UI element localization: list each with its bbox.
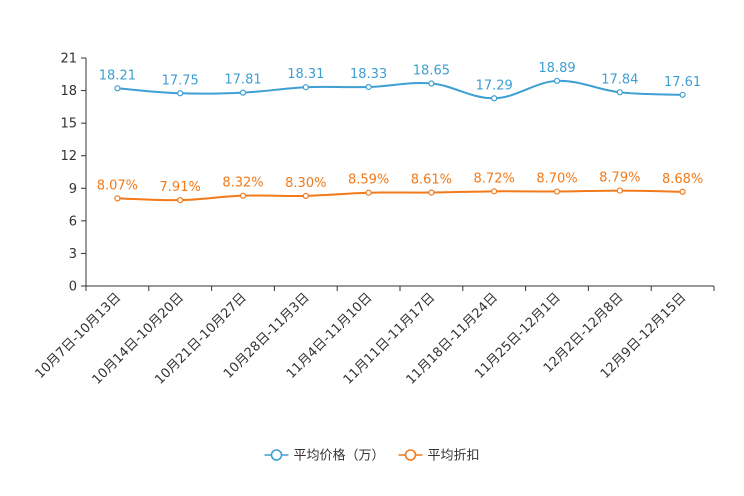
- data-point[interactable]: [679, 188, 686, 195]
- legend-label: 平均价格（万）: [294, 448, 385, 464]
- data-label: 8.59%: [348, 173, 389, 188]
- data-label: 17.29: [476, 78, 513, 93]
- legend-item-1[interactable]: 平均折扣: [398, 449, 480, 464]
- data-label: 7.91%: [160, 180, 201, 195]
- legend-item-0[interactable]: 平均价格（万）: [264, 448, 385, 464]
- data-label: 8.32%: [222, 176, 263, 191]
- data-label: 17.75: [162, 73, 199, 88]
- data-point[interactable]: [365, 189, 372, 196]
- y-tick-label: 6: [69, 214, 77, 229]
- y-tick-label: 3: [69, 247, 77, 262]
- legend-marker-icon: [404, 449, 417, 461]
- data-label: 8.61%: [411, 173, 452, 188]
- legend-marker-icon: [270, 449, 283, 461]
- series-line-0: [117, 79, 683, 100]
- data-label: 8.72%: [474, 171, 515, 186]
- data-point[interactable]: [177, 90, 184, 97]
- data-point[interactable]: [114, 85, 121, 92]
- legend-label: 平均折扣: [428, 449, 480, 464]
- data-point[interactable]: [428, 189, 435, 196]
- data-label: 17.81: [224, 73, 261, 88]
- data-point[interactable]: [302, 192, 309, 199]
- data-point[interactable]: [616, 187, 623, 194]
- data-point[interactable]: [679, 91, 686, 98]
- y-tick-label: 12: [60, 149, 77, 164]
- y-tick-label: 21: [60, 52, 77, 67]
- data-label: 17.61: [664, 75, 701, 90]
- data-point[interactable]: [239, 89, 247, 96]
- series-points: [114, 77, 686, 204]
- data-label: 8.07%: [97, 178, 138, 193]
- data-point[interactable]: [239, 192, 247, 199]
- data-labels: 18.21 17.75 17.81 18.31 18.33 18.65 17.29 18.89…: [97, 61, 704, 195]
- data-label: 18.33: [350, 67, 387, 82]
- data-label: 8.70%: [536, 172, 577, 187]
- data-point[interactable]: [616, 89, 623, 96]
- legend[interactable]: 平均价格（万） 平均折扣: [264, 448, 480, 464]
- data-point[interactable]: [553, 188, 561, 195]
- data-point[interactable]: [365, 83, 372, 91]
- y-tick-label: 9: [69, 182, 77, 197]
- data-point[interactable]: [553, 77, 561, 85]
- y-tick-label: 18: [60, 84, 77, 99]
- data-label: 18.89: [538, 61, 575, 76]
- data-label: 18.21: [99, 68, 136, 83]
- axes: 03691215182110月7日-10月13日10月14日-10月20日10月…: [33, 52, 715, 388]
- data-point[interactable]: [491, 188, 498, 195]
- data-label: 8.30%: [285, 176, 326, 191]
- data-label: 17.84: [601, 72, 638, 87]
- data-point[interactable]: [428, 80, 435, 87]
- data-point[interactable]: [491, 95, 498, 102]
- data-point[interactable]: [302, 84, 309, 91]
- data-label: 18.31: [287, 67, 324, 82]
- data-label: 8.68%: [662, 172, 703, 187]
- y-tick-label: 0: [69, 280, 77, 295]
- series-lines: [117, 79, 683, 202]
- data-point[interactable]: [114, 195, 121, 202]
- series-line-1: [117, 189, 683, 202]
- data-label: 18.65: [413, 64, 450, 79]
- y-tick-label: 15: [60, 117, 77, 132]
- data-point[interactable]: [177, 197, 184, 204]
- data-label: 8.79%: [599, 171, 640, 186]
